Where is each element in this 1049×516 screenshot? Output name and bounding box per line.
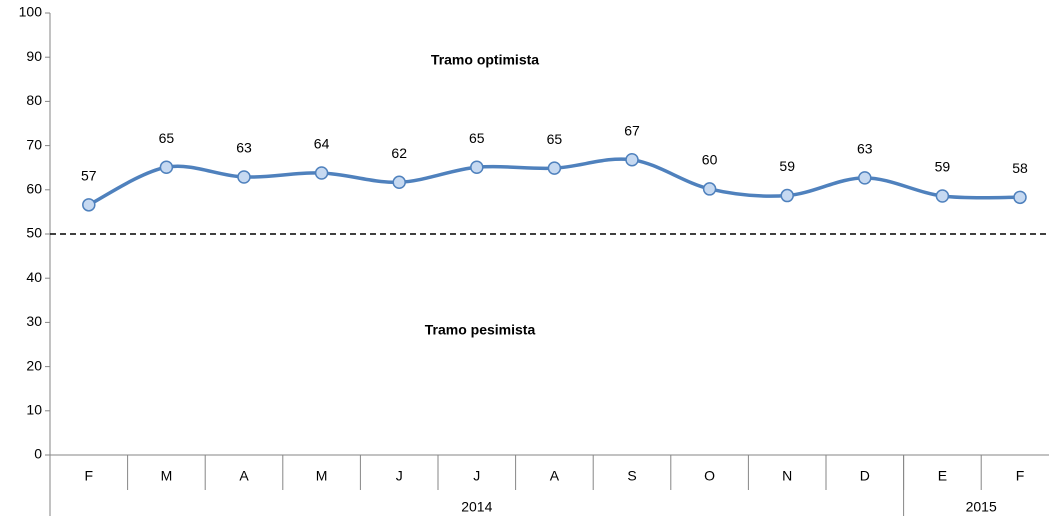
x-tick-label: F [85, 468, 94, 484]
y-tick-label: 100 [19, 4, 43, 20]
data-label: 59 [779, 158, 795, 174]
point [392, 175, 406, 190]
annotation: Tramo optimista [431, 52, 539, 68]
x-tick-label: E [938, 468, 947, 484]
point [780, 188, 794, 203]
point [1013, 190, 1027, 205]
data-label: 65 [547, 131, 563, 147]
point [159, 160, 174, 175]
y-tick-label: 90 [26, 48, 42, 64]
x-tick-label: A [239, 468, 249, 484]
point [625, 152, 639, 167]
y-tick-label: 10 [26, 402, 42, 418]
point [547, 161, 562, 175]
x-tick-label: J [473, 468, 480, 484]
data-label: 60 [702, 152, 718, 168]
data-label: 63 [857, 141, 873, 157]
data-label: 63 [236, 140, 252, 156]
y-tick-label: 30 [26, 313, 42, 329]
y-tick-label: 80 [26, 92, 42, 108]
y-tick-label: 70 [26, 136, 42, 152]
x-tick-label: O [704, 468, 715, 484]
x-tick-label: N [782, 468, 792, 484]
data-label: 59 [935, 159, 951, 175]
point [314, 166, 329, 180]
y-tick-label: 50 [26, 225, 42, 241]
point [470, 160, 484, 175]
y-tick-label: 60 [26, 181, 42, 197]
annotation: Tramo pesimista [425, 322, 536, 338]
point [702, 182, 717, 196]
point [237, 170, 251, 184]
x-tick-label: M [161, 468, 173, 484]
point [858, 171, 872, 185]
x-tick-label: J [396, 468, 403, 484]
data-label: 64 [314, 136, 330, 152]
y-tick-label: 40 [26, 269, 42, 285]
point [82, 198, 96, 212]
data-label: 57 [81, 168, 97, 184]
x-tick-label: D [860, 468, 870, 484]
x-tick-label: F [1016, 468, 1025, 484]
year-label: 2014 [461, 499, 492, 515]
data-label: 62 [391, 145, 407, 161]
y-tick-label: 20 [26, 357, 42, 373]
data-label: 67 [624, 122, 640, 138]
year-label: 2015 [966, 499, 997, 515]
data-label: 65 [159, 130, 175, 146]
data-label: 58 [1012, 160, 1028, 176]
x-tick-label: M [316, 468, 328, 484]
x-tick-label: S [627, 468, 636, 484]
point [935, 189, 950, 203]
data-label: 65 [469, 130, 485, 146]
y-tick-label: 0 [34, 446, 42, 462]
x-tick-label: A [550, 468, 560, 484]
